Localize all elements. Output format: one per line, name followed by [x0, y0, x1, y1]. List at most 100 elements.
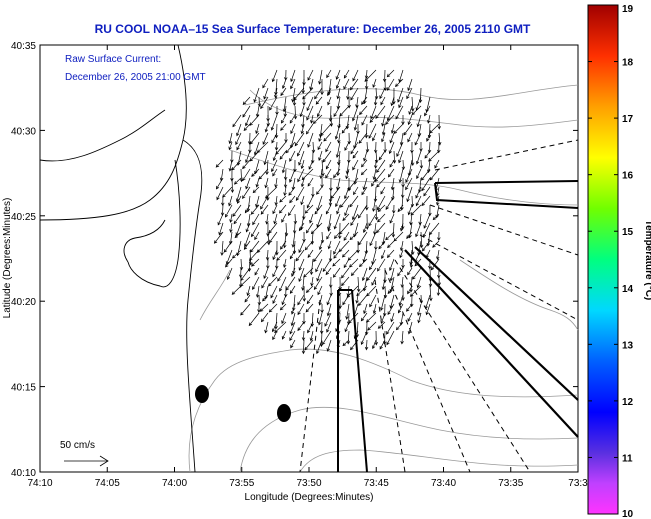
current-vector-arrow [383, 78, 388, 92]
current-vector-arrow [304, 204, 314, 214]
current-vector-arrow [269, 96, 278, 111]
current-vector-arrow [248, 141, 252, 154]
current-vector-arrow [389, 213, 395, 224]
y-tick-label: 40:20 [11, 297, 36, 308]
current-vector-arrow [342, 339, 350, 347]
colorbar-tick-label: 10 [622, 509, 634, 519]
current-vector-arrow [399, 222, 404, 232]
current-vector-arrow [379, 339, 386, 350]
current-vector-arrow [333, 105, 341, 118]
current-vector-arrow [377, 213, 386, 223]
current-vector-arrow [265, 249, 270, 261]
current-vector-arrow [260, 204, 269, 215]
current-vector-arrow [417, 312, 422, 324]
current-vector-arrow [234, 231, 242, 239]
current-vector-arrow [251, 168, 260, 177]
current-vector-arrow [274, 195, 278, 206]
current-vector-arrow [387, 240, 395, 249]
current-vector-arrow [281, 330, 287, 340]
current-vector-arrow [305, 285, 314, 294]
current-vector-arrow [307, 177, 314, 187]
current-vector-arrow [322, 258, 332, 273]
current-vector-arrow [342, 249, 350, 258]
current-vector-arrow [264, 177, 269, 189]
colorbar-tick-label: 17 [622, 114, 634, 125]
current-vector-arrow [381, 132, 386, 143]
current-vector-arrow [369, 294, 377, 308]
current-vector-arrow [288, 204, 296, 217]
current-vector-arrow [407, 204, 413, 216]
current-vector-arrow [326, 303, 332, 317]
current-vector-arrow [298, 222, 305, 232]
current-vector-arrow [389, 267, 395, 282]
y-tick-label: 40:25 [11, 212, 36, 223]
current-vector-arrow [325, 141, 332, 153]
current-vector-arrow [350, 141, 359, 155]
current-vector-arrow [295, 186, 305, 201]
current-vector-arrow [361, 96, 368, 105]
current-vector-arrow [290, 312, 296, 327]
current-vector-arrow [250, 240, 260, 253]
current-vector-arrow [270, 114, 278, 131]
current-vector-arrow [239, 168, 244, 183]
current-vector-arrow [306, 96, 314, 112]
current-vector-arrow [272, 204, 278, 215]
current-vector-arrow [311, 141, 316, 154]
current-vector-arrow [283, 258, 287, 269]
current-vector-arrow [218, 222, 224, 236]
current-vector-arrow [335, 78, 341, 89]
current-vector-arrow [223, 240, 233, 253]
current-vector-arrow [353, 186, 359, 196]
current-vector-arrow [364, 69, 369, 80]
current-vector-arrow [281, 312, 287, 325]
current-vector-arrow [407, 114, 413, 126]
current-vector-arrow [316, 339, 323, 355]
current-vector-arrow [295, 249, 305, 262]
current-vector-arrow [350, 87, 359, 101]
current-vector-arrow [372, 78, 377, 88]
current-vector-arrow [260, 312, 269, 323]
current-vector-arrow [213, 231, 224, 244]
current-vector-arrow [391, 222, 396, 238]
current-vector-arrow [244, 204, 251, 214]
current-vector-arrow [373, 141, 378, 154]
current-vector-arrow [371, 339, 377, 350]
current-vector-arrow [332, 258, 341, 267]
current-vector-arrow [328, 195, 333, 207]
current-vector-arrow [280, 87, 287, 97]
current-vector-arrow [333, 168, 341, 179]
current-vector-arrow [362, 249, 368, 263]
current-vector-arrow [280, 240, 287, 250]
current-vector-arrow [225, 204, 233, 218]
current-vector-arrow [290, 69, 296, 83]
current-vector-arrow [381, 231, 386, 246]
current-vector-arrow [391, 204, 396, 214]
current-vector-arrow [335, 141, 341, 159]
current-vector-arrow [252, 213, 260, 226]
current-vector-arrow [416, 276, 422, 289]
colorbar-tick-label: 14 [622, 284, 634, 295]
current-vector-arrow [407, 285, 413, 295]
current-vector-arrow [419, 231, 424, 249]
current-vector-arrow [327, 87, 332, 97]
current-vector-arrow [368, 213, 377, 227]
plot-frame [39, 44, 579, 473]
current-vector-arrow [366, 285, 377, 297]
current-vector-arrow [429, 168, 440, 181]
current-vector-arrow [243, 123, 251, 132]
current-vector-arrow [300, 177, 305, 188]
current-vector-arrow [263, 267, 269, 279]
current-vector-arrow [365, 213, 370, 230]
x-tick-label: 73:55 [229, 478, 254, 489]
current-vector-arrow [415, 150, 422, 165]
map-title: RU COOL NOAA–15 Sea Surface Temperature:… [94, 22, 531, 36]
current-vector-arrow [414, 132, 422, 146]
current-vector-arrow [372, 195, 377, 212]
current-vector-arrow [378, 150, 386, 161]
current-vector-arrow [401, 177, 405, 188]
current-vector-arrow [345, 303, 350, 320]
current-vector-arrow [277, 267, 287, 282]
current-vector-arrow [336, 87, 341, 100]
current-vector-arrow [434, 159, 440, 169]
current-vector-arrow [405, 168, 413, 183]
